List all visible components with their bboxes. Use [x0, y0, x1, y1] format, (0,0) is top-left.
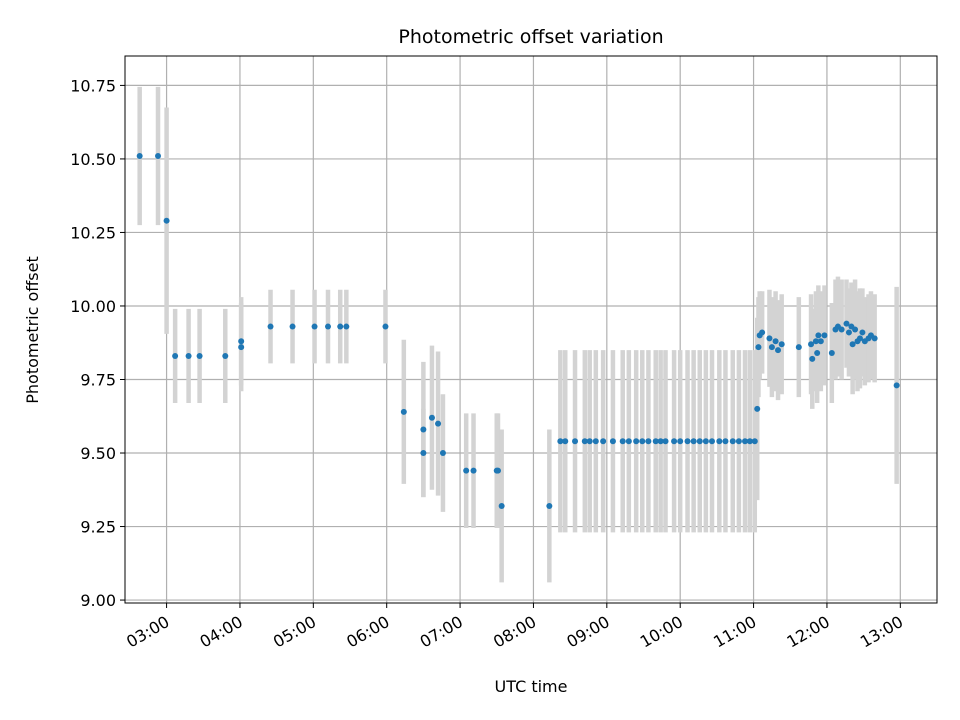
data-point	[289, 323, 296, 330]
data-point	[382, 323, 389, 330]
data-point	[463, 467, 470, 474]
data-point	[222, 352, 229, 359]
data-point	[859, 329, 866, 336]
data-point	[817, 338, 824, 345]
data-point	[821, 332, 828, 339]
data-point	[494, 467, 501, 474]
data-point	[470, 467, 477, 474]
data-point	[702, 438, 709, 445]
y-tick-label: 9.25	[80, 518, 116, 537]
data-point	[809, 355, 816, 362]
data-point	[735, 438, 742, 445]
data-point	[435, 420, 442, 427]
data-point	[639, 438, 646, 445]
data-point	[185, 352, 192, 359]
y-tick-label: 10.00	[70, 297, 116, 316]
data-point	[581, 438, 588, 445]
data-point	[843, 320, 850, 327]
data-point	[600, 438, 607, 445]
data-point	[325, 323, 331, 330]
data-point	[172, 352, 179, 359]
data-point	[546, 502, 553, 509]
data-point	[562, 438, 569, 445]
y-tick-label: 10.50	[70, 150, 116, 169]
data-point	[845, 329, 852, 336]
data-point	[662, 438, 669, 445]
data-point	[586, 438, 593, 445]
data-point	[684, 438, 691, 445]
data-point	[337, 323, 344, 330]
data-point	[657, 438, 664, 445]
grid	[125, 56, 937, 603]
y-tick-label: 10.75	[70, 76, 116, 95]
data-point	[572, 438, 579, 445]
data-point	[420, 450, 427, 457]
data-point	[633, 438, 640, 445]
data-point	[238, 344, 245, 351]
data-point	[755, 344, 762, 351]
data-point	[619, 438, 626, 445]
data-point	[716, 438, 723, 445]
data-point	[838, 326, 845, 333]
data-point	[652, 438, 659, 445]
data-point	[267, 323, 274, 330]
data-point	[557, 438, 564, 445]
data-point	[498, 502, 505, 509]
y-tick-label: 9.00	[80, 591, 116, 610]
chart-title: Photometric offset variation	[398, 26, 663, 48]
data-point	[311, 323, 318, 330]
data-point	[690, 438, 697, 445]
data-points	[136, 152, 900, 509]
data-point	[775, 347, 782, 354]
data-point	[815, 332, 822, 339]
data-point	[729, 438, 736, 445]
data-point	[677, 438, 684, 445]
data-point	[163, 217, 170, 224]
data-point	[625, 438, 632, 445]
data-point	[778, 341, 785, 348]
data-point	[609, 438, 616, 445]
data-point	[428, 414, 435, 421]
data-point	[671, 438, 678, 445]
data-point	[893, 382, 900, 389]
data-point	[751, 438, 758, 445]
data-point	[856, 335, 863, 342]
data-point	[768, 344, 775, 351]
y-tick-label: 9.50	[80, 444, 116, 463]
data-point	[400, 408, 407, 415]
data-point	[136, 152, 143, 159]
data-point	[696, 438, 703, 445]
data-point	[754, 405, 761, 412]
data-point	[849, 341, 856, 348]
data-point	[852, 326, 859, 333]
x-axis-label: UTC time	[495, 677, 568, 696]
data-point	[343, 323, 350, 330]
data-point	[238, 338, 245, 345]
data-point	[828, 350, 835, 357]
data-point	[812, 338, 819, 345]
data-point	[746, 438, 753, 445]
data-point	[766, 335, 773, 342]
data-point	[645, 438, 652, 445]
data-point	[795, 344, 802, 351]
data-point	[708, 438, 715, 445]
data-point	[592, 438, 599, 445]
data-point	[871, 335, 878, 342]
y-axis-label: Photometric offset	[23, 256, 42, 404]
data-point	[808, 341, 815, 348]
y-tick-label: 9.75	[80, 370, 116, 389]
data-point	[814, 350, 821, 357]
data-point	[155, 152, 162, 159]
data-point	[722, 438, 729, 445]
data-point	[420, 426, 427, 433]
y-tick-label: 10.25	[70, 223, 116, 242]
data-point	[196, 352, 203, 359]
data-point	[759, 329, 766, 336]
y-axis-ticks: 9.00 9.25 9.50 9.75 10.00 10.25 10.50 10.75	[70, 76, 125, 610]
data-point	[439, 450, 446, 457]
data-point	[742, 438, 749, 445]
plot-frame	[124, 55, 938, 604]
data-point	[772, 338, 779, 345]
